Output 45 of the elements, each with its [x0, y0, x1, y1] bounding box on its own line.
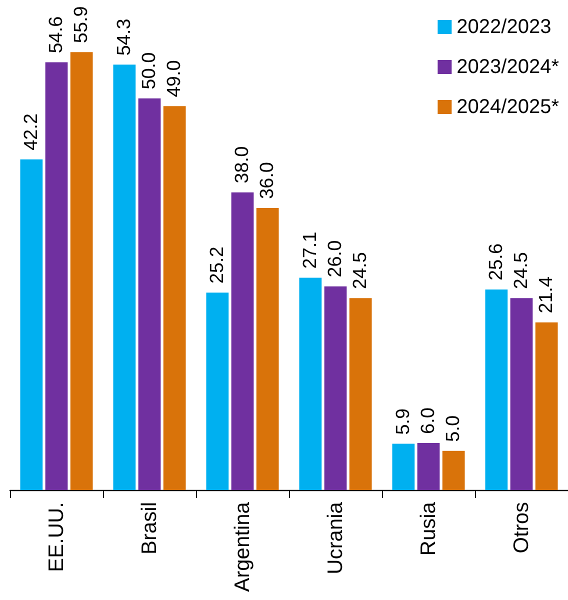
- x-tick-label: Brasil: [138, 502, 161, 555]
- data-label: 21.4: [536, 276, 558, 314]
- data-label: 5.9: [392, 408, 414, 435]
- legend-label: 2022/2023: [456, 16, 552, 38]
- legend-label: 2024/2025*: [456, 96, 560, 118]
- data-label: 6.0: [418, 408, 439, 434]
- data-label: 55.9: [71, 6, 92, 44]
- bar: [485, 289, 508, 490]
- data-label: 50.0: [139, 52, 160, 90]
- data-label: 36.0: [257, 162, 278, 199]
- data-label: 25.6: [486, 243, 507, 280]
- data-label: 24.5: [511, 252, 532, 290]
- bar: [138, 98, 161, 490]
- bar: [163, 106, 186, 490]
- data-label: 26.0: [325, 240, 346, 278]
- bar: [535, 322, 558, 490]
- bar: [256, 208, 279, 490]
- bar: [417, 443, 440, 490]
- data-label: 27.1: [300, 232, 321, 269]
- data-label: 25.2: [206, 246, 228, 284]
- x-tick-label: Rusia: [417, 502, 440, 556]
- bar: [392, 444, 415, 490]
- bar: [206, 292, 229, 490]
- bar: [113, 64, 136, 490]
- x-tick-label: Argentina: [231, 502, 254, 592]
- data-label: 24.5: [350, 252, 372, 290]
- bar: [349, 298, 372, 490]
- legend-label: 2023/2024*: [456, 56, 560, 78]
- x-tick-label: Ucrania: [324, 502, 347, 574]
- bar: [324, 286, 347, 490]
- bar: [299, 278, 322, 490]
- bar: [45, 62, 68, 490]
- data-label: 38.0: [232, 146, 253, 184]
- bar: [510, 298, 533, 490]
- bar: [70, 52, 93, 490]
- bar: [231, 192, 254, 490]
- x-tick-label: Otros: [510, 502, 533, 554]
- bar: [20, 159, 43, 490]
- bar: [442, 450, 465, 490]
- data-label: 42.2: [20, 113, 42, 150]
- data-label: 54.3: [114, 18, 135, 56]
- data-label: 49.0: [164, 60, 186, 98]
- data-label: 54.6: [46, 16, 67, 54]
- data-label: 5.0: [443, 415, 464, 442]
- x-tick-label: EE.UU.: [45, 502, 68, 572]
